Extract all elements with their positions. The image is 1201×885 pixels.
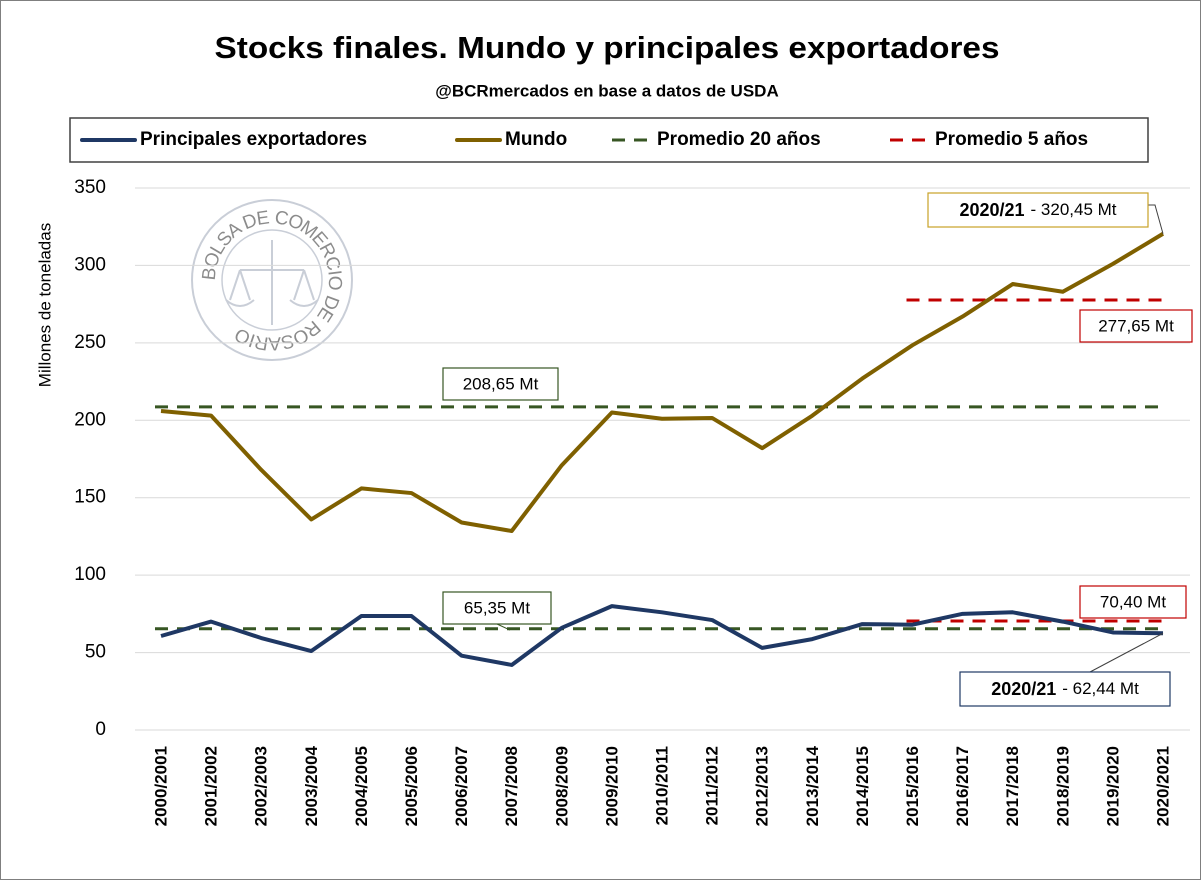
x-tick-label: 2000/2001: [151, 746, 170, 826]
connector: [1089, 632, 1164, 673]
x-tick-label: 2012/2013: [753, 746, 772, 826]
reference-label-box: [1079, 309, 1193, 343]
annotation: 2020/21 - 320,45 Mt: [959, 200, 1116, 220]
x-tick-label: 2008/2009: [552, 746, 571, 826]
legend-label: Promedio 20 años: [657, 129, 821, 150]
x-tick-label: 2011/2012: [703, 746, 722, 825]
reference-label-box: [442, 591, 552, 625]
connector: [496, 623, 511, 631]
watermark: BOLSA DE COMERCIO DE ROSARIO: [191, 199, 353, 361]
x-tick-label: 2019/2020: [1103, 746, 1122, 826]
x-tick-label: 2005/2006: [402, 746, 421, 826]
x-tick-label: 2018/2019: [1053, 746, 1072, 826]
x-tick-label: 2004/2005: [352, 746, 371, 826]
annotation-period: 2020/21: [959, 200, 1024, 220]
x-tick-label: 2002/2003: [252, 746, 271, 826]
y-axis-title: Millones de toneladas: [35, 223, 54, 387]
reference-label: 70,40 Mt: [1100, 592, 1166, 611]
seal-scales: [225, 240, 319, 325]
x-tick-label: 2015/2016: [903, 746, 922, 826]
y-tick-label: 50: [85, 642, 106, 663]
x-tick-label: 2007/2008: [502, 746, 521, 826]
annotation-text: - 62,44 Mt: [1062, 679, 1139, 698]
y-tick-label: 300: [74, 254, 106, 275]
x-tick-label: 2017/2018: [1003, 746, 1022, 826]
series-line: [160, 232, 1165, 534]
chart-subtitle: @BCRmercados en base a datos de USDA: [435, 81, 778, 100]
legend-label: Promedio 5 años: [935, 129, 1088, 150]
seal-inner: [221, 229, 323, 331]
x-tick-label: 2020/2021: [1153, 746, 1172, 826]
x-tick-label: 2013/2014: [803, 745, 822, 826]
annotation-box: [927, 192, 1149, 228]
legend-box: [69, 117, 1149, 163]
chart-title: Stocks finales. Mundo y principales expo…: [215, 30, 1000, 65]
reference-label-box: [442, 367, 559, 401]
connector: [1148, 204, 1164, 234]
y-tick-label: 250: [74, 332, 106, 353]
x-tick-label: 2016/2017: [953, 746, 972, 826]
y-tick-label: 200: [74, 409, 106, 430]
legend-label: Principales exportadores: [140, 129, 367, 150]
annotation-period: 2020/21: [991, 679, 1056, 699]
x-tick-label: 2001/2002: [202, 746, 221, 826]
x-tick-label: 2010/2011: [652, 746, 671, 825]
reference-label-box: [1079, 585, 1187, 619]
annotation-text: - 320,45 Mt: [1031, 200, 1117, 219]
annotation-box: [959, 671, 1171, 707]
reference-label: 277,65 Mt: [1098, 316, 1174, 335]
y-tick-label: 0: [95, 719, 106, 740]
y-tick-label: 100: [74, 564, 106, 585]
x-tick-label: 2003/2004: [302, 745, 321, 826]
x-tick-label: 2006/2007: [452, 746, 471, 826]
annotation: 2020/21 - 62,44 Mt: [991, 679, 1139, 699]
legend-label: Mundo: [505, 129, 567, 150]
reference-label: 208,65 Mt: [463, 374, 539, 393]
y-tick-label: 350: [74, 177, 106, 198]
x-tick-label: 2009/2010: [602, 746, 621, 826]
reference-label: 65,35 Mt: [464, 598, 530, 617]
series-line: [160, 604, 1164, 667]
seal-ring: [191, 199, 353, 361]
y-tick-label: 150: [74, 487, 106, 508]
x-tick-label: 2014/2015: [853, 746, 872, 826]
